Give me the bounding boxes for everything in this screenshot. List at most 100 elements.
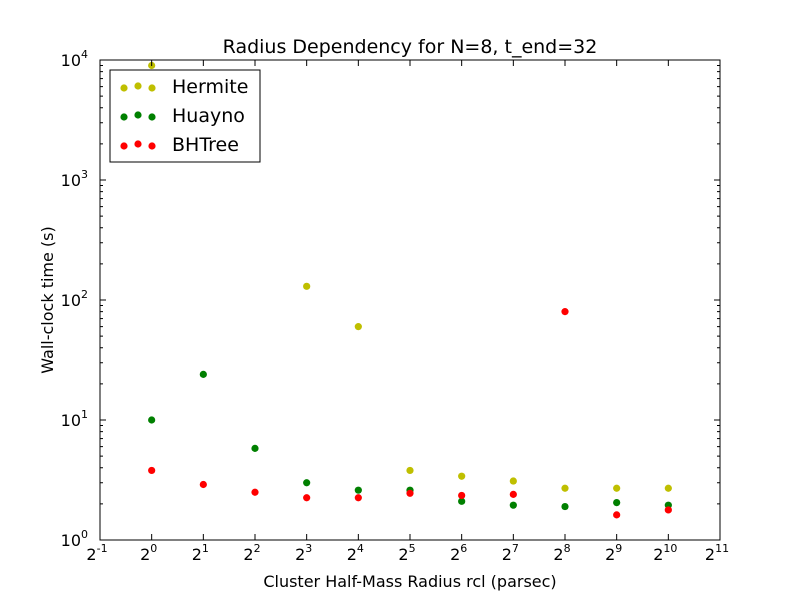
x-tick-label-base: 2: [398, 545, 408, 564]
legend-label-bhtree: BHTree: [172, 134, 239, 156]
x-tick-label-base: 2: [86, 545, 96, 564]
huayno-point: [561, 502, 569, 511]
x-tick-label-base: 2: [192, 545, 202, 564]
hermite-point: [406, 466, 414, 475]
bhtree-point: [199, 480, 207, 489]
huayno-point: [613, 498, 621, 507]
huayno-point: [251, 444, 259, 452]
x-tick-label-exponent: 1: [202, 542, 209, 555]
bhtree-point: [561, 308, 569, 316]
x-tick-label: 27: [502, 542, 519, 564]
x-axis-title: Cluster Half-Mass Radius rcl (parsec): [263, 572, 556, 591]
x-tick-label-base: 2: [243, 545, 253, 564]
x-tick-label-exponent: 2: [254, 542, 261, 555]
x-tick-label-base: 2: [295, 545, 305, 564]
y-tick-label: 101: [61, 408, 88, 430]
y-tick-label-exponent: 4: [81, 48, 88, 61]
x-tick-label-exponent: 6: [460, 542, 467, 555]
y-tick-label-base: 10: [61, 411, 81, 430]
legend-marker-hermite: [148, 84, 156, 92]
bhtree-point: [406, 489, 414, 497]
hermite-point: [561, 484, 569, 492]
huayno-point: [354, 486, 362, 494]
legend: Hermite Huayno BHTree: [109, 69, 261, 163]
y-tick-label: 104: [61, 48, 88, 70]
legend-label-hermite: Hermite: [172, 76, 248, 98]
x-tick-label: 211: [705, 542, 729, 564]
x-tick-label-base: 2: [450, 545, 460, 564]
y-tick-label-exponent: 2: [81, 288, 88, 301]
hermite-point: [509, 477, 517, 485]
bhtree-point: [354, 494, 362, 502]
legend-marker-bhtree: [120, 142, 128, 150]
x-tick-label-exponent: -1: [97, 542, 108, 555]
x-tick-label: 20: [140, 542, 157, 564]
x-tick-label: 24: [347, 542, 364, 564]
x-tick-label-base: 2: [502, 545, 512, 564]
bhtree-point: [251, 488, 259, 496]
x-tick-label-exponent: 0: [150, 542, 157, 555]
legend-marker-bhtree: [148, 142, 156, 150]
x-tick-label-base: 2: [605, 545, 615, 564]
x-tick-label: 26: [450, 542, 467, 564]
legend-marker-huayno: [148, 113, 156, 121]
x-tick-label-exponent: 10: [663, 542, 677, 555]
y-tick-label-base: 10: [61, 171, 81, 190]
bhtree-point: [458, 491, 466, 500]
hermite-point: [354, 323, 362, 331]
x-tick-label-exponent: 7: [512, 542, 519, 555]
x-tick-label-base: 2: [140, 545, 150, 564]
y-tick-label-exponent: 3: [81, 168, 88, 181]
hermite-point: [458, 472, 466, 480]
y-tick-label-exponent: 1: [81, 408, 88, 421]
x-tick-label: 22: [243, 542, 260, 564]
legend-marker-bhtree: [134, 140, 142, 148]
x-tick-label-base: 2: [347, 545, 357, 564]
bhtree-point: [509, 490, 517, 498]
ticks-layer: 2-1 20 21 22 23 24 25 26 27 28 29 210 21110010110210…: [61, 48, 729, 564]
huayno-point: [199, 370, 207, 378]
x-tick-label-exponent: 4: [357, 542, 364, 555]
x-tick-label-exponent: 11: [715, 542, 729, 555]
y-axis-title: Wall-clock time (s): [38, 226, 57, 374]
x-tick-label: 25: [398, 542, 415, 564]
bhtree-point: [148, 466, 156, 475]
bhtree-point: [303, 494, 311, 502]
x-tick-label: 28: [553, 542, 570, 564]
x-tick-label-base: 2: [653, 545, 663, 564]
hermite-point: [303, 282, 311, 290]
y-tick-label-base: 10: [61, 291, 81, 310]
legend-marker-huayno: [134, 111, 142, 119]
x-tick-label: 210: [653, 542, 677, 564]
x-tick-label: 21: [192, 542, 209, 564]
chart-title: Radius Dependency for N=8, t_end=32: [223, 36, 598, 58]
huayno-point: [509, 501, 517, 509]
bhtree-point: [613, 511, 621, 519]
legend-label-huayno: Huayno: [172, 105, 245, 127]
bhtree-point: [664, 506, 672, 514]
legend-marker-huayno: [120, 113, 128, 121]
x-tick-label: 23: [295, 542, 312, 564]
y-tick-label: 103: [61, 168, 88, 190]
legend-marker-hermite: [134, 82, 142, 90]
data-layer: [148, 61, 672, 519]
y-tick-label-base: 10: [61, 531, 81, 550]
legend-marker-hermite: [120, 84, 128, 92]
y-tick-label-base: 10: [61, 51, 81, 70]
x-tick-label-exponent: 3: [305, 542, 312, 555]
hermite-point: [613, 484, 621, 492]
huayno-point: [458, 497, 466, 505]
x-tick-label-base: 2: [553, 545, 563, 564]
huayno-point: [148, 416, 156, 424]
x-tick-label-exponent: 8: [564, 542, 571, 555]
x-tick-label: 29: [605, 542, 622, 564]
y-tick-label: 100: [61, 528, 88, 550]
y-tick-label: 102: [61, 288, 88, 310]
x-tick-label: 2-1: [86, 542, 107, 564]
huayno-point: [303, 479, 311, 487]
x-tick-label-exponent: 5: [409, 542, 416, 555]
hermite-point: [664, 484, 672, 492]
x-tick-label-base: 2: [705, 545, 715, 564]
x-tick-label-exponent: 9: [615, 542, 622, 555]
